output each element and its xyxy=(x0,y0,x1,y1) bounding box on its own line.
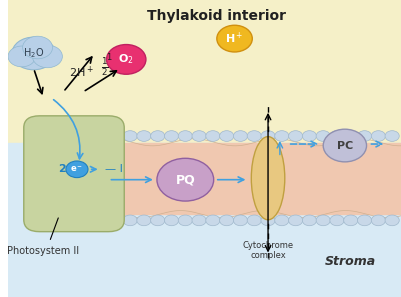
Circle shape xyxy=(109,131,123,141)
Circle shape xyxy=(260,215,274,226)
Circle shape xyxy=(205,215,219,226)
Text: Cytochrome
complex: Cytochrome complex xyxy=(242,241,293,260)
Circle shape xyxy=(274,131,288,141)
Circle shape xyxy=(178,215,192,226)
Circle shape xyxy=(343,131,357,141)
Bar xyxy=(8,143,401,297)
Circle shape xyxy=(233,215,247,226)
Text: H$^+$: H$^+$ xyxy=(225,31,243,46)
FancyBboxPatch shape xyxy=(24,116,124,232)
Circle shape xyxy=(219,215,233,226)
Circle shape xyxy=(315,131,330,141)
Ellipse shape xyxy=(251,137,284,220)
Circle shape xyxy=(136,215,151,226)
Circle shape xyxy=(274,215,288,226)
Bar xyxy=(8,0,401,143)
Circle shape xyxy=(371,215,385,226)
Circle shape xyxy=(288,215,302,226)
Circle shape xyxy=(219,131,233,141)
Text: e$^-$: e$^-$ xyxy=(70,165,83,174)
Circle shape xyxy=(329,215,343,226)
Circle shape xyxy=(302,215,316,226)
Circle shape xyxy=(356,215,371,226)
Text: PC: PC xyxy=(336,140,352,151)
Text: Thylakoid interior: Thylakoid interior xyxy=(147,9,286,23)
Circle shape xyxy=(22,36,53,59)
Circle shape xyxy=(95,215,109,226)
Circle shape xyxy=(164,215,178,226)
Circle shape xyxy=(32,45,62,68)
Text: PQ: PQ xyxy=(175,173,195,186)
Circle shape xyxy=(384,131,398,141)
Text: O$_2$: O$_2$ xyxy=(118,53,134,66)
Text: H$_2$O: H$_2$O xyxy=(23,47,44,60)
Circle shape xyxy=(123,215,137,226)
Text: 2: 2 xyxy=(58,164,66,174)
Circle shape xyxy=(164,131,178,141)
Circle shape xyxy=(329,131,343,141)
Circle shape xyxy=(322,129,366,162)
Circle shape xyxy=(384,215,398,226)
Circle shape xyxy=(95,131,109,141)
Bar xyxy=(95,143,401,214)
Circle shape xyxy=(150,131,164,141)
Circle shape xyxy=(123,131,137,141)
Circle shape xyxy=(106,45,146,74)
Circle shape xyxy=(260,131,274,141)
Circle shape xyxy=(156,158,213,201)
Circle shape xyxy=(205,131,219,141)
Circle shape xyxy=(178,131,192,141)
Circle shape xyxy=(66,161,88,178)
Circle shape xyxy=(302,131,316,141)
Circle shape xyxy=(233,131,247,141)
Circle shape xyxy=(109,215,123,226)
Circle shape xyxy=(356,131,371,141)
Circle shape xyxy=(150,215,164,226)
Circle shape xyxy=(288,131,302,141)
Circle shape xyxy=(136,131,151,141)
Text: Stroma: Stroma xyxy=(324,255,375,268)
Text: Photosystem II: Photosystem II xyxy=(7,246,79,256)
Circle shape xyxy=(192,131,206,141)
Circle shape xyxy=(247,215,261,226)
Circle shape xyxy=(247,131,261,141)
Text: $\frac{1}{2}$: $\frac{1}{2}$ xyxy=(101,56,108,78)
Circle shape xyxy=(192,215,206,226)
Circle shape xyxy=(8,46,36,67)
Circle shape xyxy=(216,25,252,52)
Ellipse shape xyxy=(37,131,108,226)
Text: — I: — I xyxy=(104,164,122,174)
Text: 1: 1 xyxy=(105,53,111,62)
Circle shape xyxy=(12,37,55,70)
Circle shape xyxy=(343,215,357,226)
Circle shape xyxy=(315,215,330,226)
Circle shape xyxy=(371,131,385,141)
Text: 2H$^+$: 2H$^+$ xyxy=(69,65,93,80)
